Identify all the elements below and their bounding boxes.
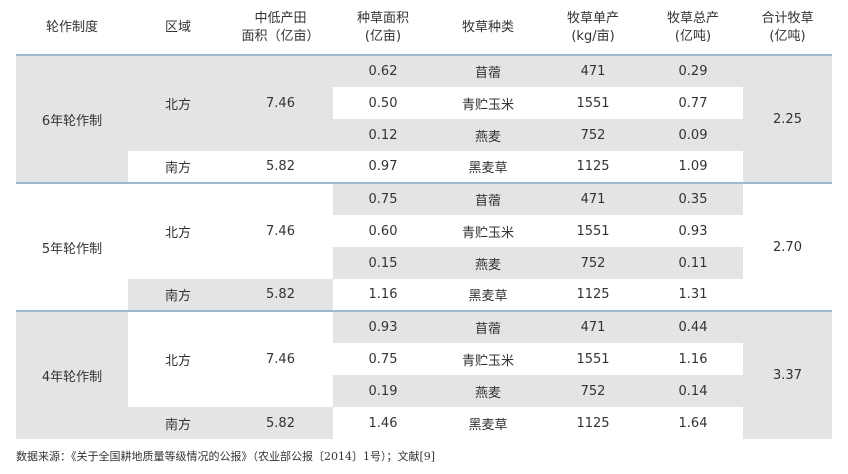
table-row: 南方 5.82 0.97 黑麦草 1125 1.09 <box>16 151 832 183</box>
header-forage-yield: 牧草单产 (kg/亩) <box>566 11 619 44</box>
forage-output-cell: 1.31 <box>643 279 743 311</box>
forage-output-cell: 0.14 <box>643 375 743 407</box>
region-cell: 北方 <box>128 182 228 279</box>
lowyield-area-cell: 7.46 <box>228 310 333 407</box>
forage-output-cell: 0.44 <box>643 310 743 343</box>
forage-yield-cell: 752 <box>543 247 643 279</box>
lowyield-area-cell: 5.82 <box>228 279 333 311</box>
header-grass-area: 种草面积 (亿亩) <box>356 11 409 44</box>
table-row: 南方 5.82 1.46 黑麦草 1125 1.64 <box>16 407 832 439</box>
total-forage-cell: 2.70 <box>743 182 832 311</box>
header-total-forage: 合计牧草 (亿吨) <box>761 11 814 44</box>
header-forage-type: 牧草种类 <box>461 20 514 35</box>
forage-yield-cell: 752 <box>543 119 643 151</box>
forage-type-cell: 燕麦 <box>433 247 543 279</box>
forage-type-cell: 青贮玉米 <box>433 215 543 247</box>
region-cell: 北方 <box>128 55 228 151</box>
grass-area-cell: 0.19 <box>333 375 433 407</box>
region-cell: 南方 <box>128 151 228 183</box>
total-forage-cell: 2.25 <box>743 55 832 183</box>
table-row: 0.15 燕麦 752 0.11 <box>16 247 832 279</box>
forage-yield-cell: 1551 <box>543 215 643 247</box>
lowyield-area-cell: 5.82 <box>228 407 333 439</box>
table-row: 0.60 青贮玉米 1551 0.93 <box>16 215 832 247</box>
lowyield-area-cell: 7.46 <box>228 55 333 151</box>
grass-area-cell: 1.16 <box>333 279 433 311</box>
forage-yield-cell: 1125 <box>543 279 643 311</box>
forage-yield-cell: 471 <box>543 55 643 87</box>
grass-area-cell: 0.62 <box>333 55 433 87</box>
forage-output-cell: 0.93 <box>643 215 743 247</box>
table-row: 南方 5.82 1.16 黑麦草 1125 1.31 <box>16 279 832 311</box>
grass-area-cell: 0.60 <box>333 215 433 247</box>
forage-output-cell: 0.09 <box>643 119 743 151</box>
region-cell: 南方 <box>128 407 228 439</box>
grass-area-cell: 0.75 <box>333 343 433 375</box>
lowyield-area-cell: 7.46 <box>228 182 333 279</box>
forage-type-cell: 苜蓿 <box>433 310 543 343</box>
forage-type-cell: 青贮玉米 <box>433 343 543 375</box>
forage-output-cell: 1.16 <box>643 343 743 375</box>
rotation-system-cell: 6年轮作制 <box>16 55 128 183</box>
lowyield-area-cell: 5.82 <box>228 151 333 183</box>
forage-yield-cell: 471 <box>543 310 643 343</box>
table-row: 0.50 青贮玉米 1551 0.77 <box>16 87 832 119</box>
grass-area-cell: 0.75 <box>333 182 433 215</box>
header-rotation-system: 轮作制度 <box>45 20 98 35</box>
data-source-footnote: 数据来源：《关于全国耕地质量等级情况的公报》（农业部公报〔2014〕1号）；文献… <box>16 450 436 463</box>
forage-type-cell: 黑麦草 <box>433 407 543 439</box>
forage-type-cell: 青贮玉米 <box>433 87 543 119</box>
forage-yield-cell: 1551 <box>543 87 643 119</box>
header-forage-output: 牧草总产 (亿吨) <box>666 11 719 44</box>
forage-output-cell: 0.29 <box>643 55 743 87</box>
rotation-system-cell: 5年轮作制 <box>16 182 128 311</box>
forage-type-cell: 黑麦草 <box>433 279 543 311</box>
header-lowyield-area: 中低产田 面积（亿亩） <box>241 11 320 44</box>
forage-output-cell: 0.77 <box>643 87 743 119</box>
forage-yield-cell: 1125 <box>543 407 643 439</box>
grass-area-cell: 1.46 <box>333 407 433 439</box>
table-row: 0.75 青贮玉米 1551 1.16 <box>16 343 832 375</box>
forage-rotation-table: 轮作制度 区域 中低产田 面积（亿亩） 种草面积 (亿亩) 牧草种类 牧草单产 (kg… <box>16 2 832 439</box>
forage-output-cell: 1.09 <box>643 151 743 183</box>
header-region: 区域 <box>164 20 191 35</box>
forage-yield-cell: 471 <box>543 182 643 215</box>
table-row: 0.19 燕麦 752 0.14 <box>16 375 832 407</box>
forage-type-cell: 黑麦草 <box>433 151 543 183</box>
forage-type-cell: 苜蓿 <box>433 55 543 87</box>
region-cell: 北方 <box>128 310 228 407</box>
grass-area-cell: 0.15 <box>333 247 433 279</box>
table-row: 6年轮作制 北方 7.46 0.62 苜蓿 471 0.29 2.25 <box>16 55 832 183</box>
rotation-system-cell: 4年轮作制 <box>16 310 128 439</box>
grass-area-cell: 0.97 <box>333 151 433 183</box>
table-header-row: 轮作制度 区域 中低产田 面积（亿亩） 种草面积 (亿亩) 牧草种类 牧草单产 (kg… <box>16 2 832 55</box>
grass-area-cell: 0.93 <box>333 310 433 343</box>
table-row: 0.12 燕麦 752 0.09 <box>16 119 832 151</box>
forage-output-cell: 0.11 <box>643 247 743 279</box>
forage-yield-cell: 1551 <box>543 343 643 375</box>
region-cell: 南方 <box>128 279 228 311</box>
grass-area-cell: 0.12 <box>333 119 433 151</box>
forage-output-cell: 1.64 <box>643 407 743 439</box>
forage-type-cell: 燕麦 <box>433 375 543 407</box>
table-row: 5年轮作制 北方 7.46 0.75 苜蓿 471 0.35 2.70 <box>16 182 832 311</box>
forage-output-cell: 0.35 <box>643 182 743 215</box>
forage-yield-cell: 752 <box>543 375 643 407</box>
forage-type-cell: 苜蓿 <box>433 182 543 215</box>
table-row: 4年轮作制 北方 7.46 0.93 苜蓿 471 0.44 3.37 <box>16 310 832 439</box>
forage-yield-cell: 1125 <box>543 151 643 183</box>
grass-area-cell: 0.50 <box>333 87 433 119</box>
total-forage-cell: 3.37 <box>743 310 832 439</box>
forage-type-cell: 燕麦 <box>433 119 543 151</box>
